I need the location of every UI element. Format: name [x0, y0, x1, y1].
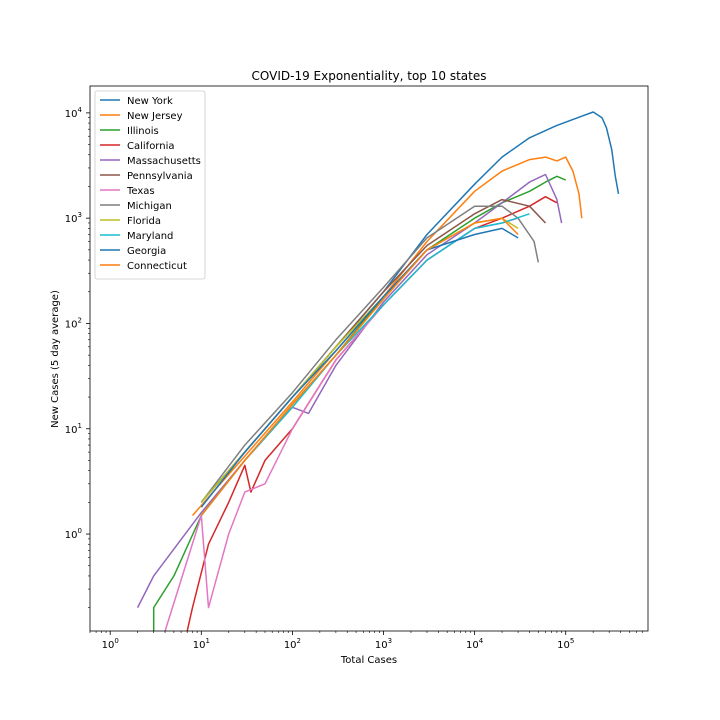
- series-line-connecticut: [200, 217, 519, 516]
- legend-label: Florida: [127, 216, 161, 227]
- x-tick-label: 100: [102, 637, 119, 651]
- y-tick-label: 101: [65, 422, 82, 436]
- y-tick-label: 100: [65, 527, 82, 541]
- series-line-maryland: [200, 213, 530, 516]
- series-line-new-jersey: [191, 156, 583, 516]
- x-tick-label: 104: [466, 637, 484, 651]
- legend-label: Connecticut: [127, 261, 187, 272]
- legend-label: New Jersey: [127, 111, 183, 122]
- x-tick-label: 102: [284, 637, 301, 651]
- legend-label: Massachusetts: [127, 156, 201, 167]
- y-axis-label: New Cases (5 day average): [50, 290, 61, 428]
- series-line-illinois: [152, 175, 566, 631]
- y-axis: 100 101 102 103 104: [65, 106, 90, 608]
- y-tick-label: 103: [65, 211, 82, 225]
- plot-area: [136, 111, 620, 631]
- y-tick-label: 102: [65, 316, 82, 330]
- chart-title: COVID-19 Exponentiality, top 10 states: [252, 69, 487, 83]
- legend-label: Maryland: [127, 231, 173, 242]
- legend-label: New York: [127, 96, 173, 107]
- legend-label: Pennsylvania: [127, 171, 193, 182]
- legend-label: Texas: [126, 186, 155, 197]
- series-line-new-york: [200, 111, 620, 503]
- plot-frame: [89, 85, 649, 632]
- legend-label: Georgia: [127, 246, 166, 257]
- series-line-georgia: [200, 227, 519, 508]
- x-tick-label: 103: [375, 637, 392, 651]
- x-tick-label: 105: [557, 637, 574, 651]
- legend-label: California: [127, 141, 175, 152]
- x-axis-label: Total Cases: [340, 655, 397, 666]
- series-line-massachusetts: [136, 173, 563, 608]
- series-line-california: [186, 195, 558, 631]
- legend: New York New Jersey Illinois California Mass…: [94, 90, 206, 280]
- legend-label: Illinois: [127, 126, 159, 137]
- legend-box: [94, 90, 206, 280]
- x-tick-label: 101: [193, 637, 210, 651]
- legend-label: Michigan: [127, 201, 172, 212]
- series-line-pennsylvania: [200, 198, 547, 503]
- series-line-florida: [200, 217, 519, 503]
- x-axis: 100 101 102 103 104 105: [89, 631, 644, 651]
- series-line-texas: [164, 217, 519, 631]
- series-line-michigan: [200, 205, 540, 503]
- y-tick-label: 104: [65, 106, 83, 120]
